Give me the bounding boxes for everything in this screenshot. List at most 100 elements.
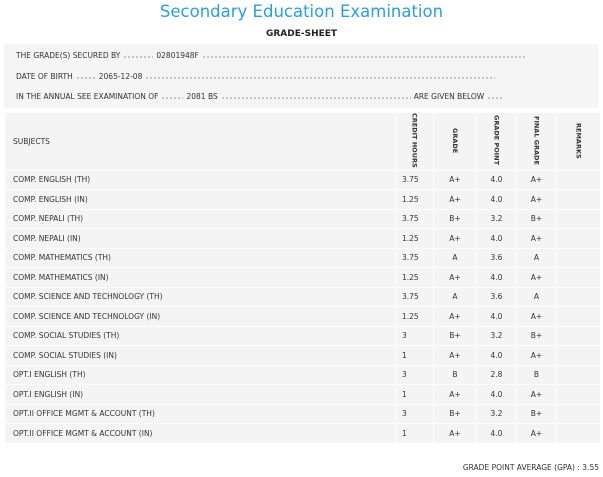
cell-text: 3.75 xyxy=(402,175,419,185)
table-cell: 4.0 xyxy=(476,267,517,288)
cell-text: 1.25 xyxy=(402,272,419,282)
cell-text: 1 xyxy=(402,350,407,360)
cell-text: OPT.II OFFICE MGMT & ACCOUNT (TH) xyxy=(13,409,155,419)
remarks-cell xyxy=(556,189,601,210)
info-row: IN THE ANNUAL SEE EXAMINATION OF 2081 BS… xyxy=(16,92,506,101)
table-cell: 4.0 xyxy=(476,169,517,191)
table-cell: A+ xyxy=(516,189,557,210)
cell-text: A xyxy=(452,292,458,302)
table-cell: COMP. SOCIAL STUDIES (IN) xyxy=(4,345,396,366)
table-cell: 3 xyxy=(395,364,434,386)
table-cell: 3 xyxy=(395,325,434,347)
cell-text: COMP. SCIENCE AND TECHNOLOGY (TH) xyxy=(13,292,163,302)
table-row: OPT.I ENGLISH (TH) 3 B 2.8 B xyxy=(4,364,601,386)
info-value: 2081 BS xyxy=(186,92,218,101)
cell-text: 3 xyxy=(402,370,407,380)
header-row: SUBJECTS CREDIT HOURS GRADE GRADE POINT FINA… xyxy=(4,112,601,171)
table-cell: A xyxy=(433,247,477,269)
info-row: THE GRADE(S) SECURED BY 02801948F xyxy=(16,51,530,60)
table-cell: COMP. NEPALI (TH) xyxy=(4,208,396,230)
cell-text: COMP. MATHEMATICS (TH) xyxy=(13,253,111,263)
cell-text: 1 xyxy=(402,428,407,438)
table-cell: A+ xyxy=(516,228,557,249)
cell-text: A+ xyxy=(530,311,543,321)
table-cell: A xyxy=(516,247,557,269)
info-box: THE GRADE(S) SECURED BY 02801948F DATE O… xyxy=(4,44,598,108)
table-cell: 4.0 xyxy=(476,345,517,366)
leader xyxy=(220,97,411,99)
table-cell: B+ xyxy=(516,403,557,425)
remarks-cell xyxy=(556,267,601,288)
info-row: DATE OF BIRTH 2065-12-08 xyxy=(16,72,498,81)
cell-text: 3.2 xyxy=(490,331,503,341)
cell-text: COMP. NEPALI (IN) xyxy=(13,233,81,243)
cell-text: A+ xyxy=(530,272,543,282)
table-cell: A+ xyxy=(433,228,477,249)
cell-text: A+ xyxy=(449,389,461,399)
table-row: COMP. SCIENCE AND TECHNOLOGY (IN) 1.25 A+ 4… xyxy=(4,306,601,327)
table-row: COMP. NEPALI (TH) 3.75 B+ 3.2 B+ xyxy=(4,208,601,230)
cell-text: A+ xyxy=(530,428,543,438)
info-label: THE GRADE(S) SECURED BY xyxy=(16,51,121,60)
remarks-cell xyxy=(556,345,601,366)
header-cell: GRADE xyxy=(433,112,477,171)
cell-text: A+ xyxy=(449,428,461,438)
table-cell: A+ xyxy=(433,306,477,327)
table-cell: A+ xyxy=(516,384,557,405)
cell-text: 4.0 xyxy=(490,233,503,243)
cell-text: A+ xyxy=(530,233,543,243)
table-cell: 3.2 xyxy=(476,208,517,230)
cell-text: COMP. NEPALI (TH) xyxy=(13,214,84,224)
cell-text: 3.75 xyxy=(402,292,419,302)
cell-text: 2.8 xyxy=(490,370,503,380)
table-cell: A xyxy=(516,286,557,308)
cell-text: 3.6 xyxy=(490,253,503,263)
header-cell: REMARKS xyxy=(556,112,601,171)
leader xyxy=(145,77,496,79)
table-cell: A+ xyxy=(433,423,477,444)
header-text: GRADE xyxy=(451,127,459,153)
header-text: FINAL GRADE xyxy=(532,115,541,165)
remarks-cell xyxy=(556,169,601,191)
cell-text: OPT.II OFFICE MGMT & ACCOUNT (IN) xyxy=(13,428,153,438)
table-cell: 1.25 xyxy=(395,189,434,210)
cell-text: 3.75 xyxy=(402,253,419,263)
table-cell: 3.75 xyxy=(395,286,434,308)
header-text: GRADE POINT xyxy=(492,115,501,166)
table-cell: 2.8 xyxy=(476,364,517,386)
grade-table: SUBJECTS CREDIT HOURS GRADE GRADE POINT FINA… xyxy=(4,112,601,444)
cell-text: A+ xyxy=(530,194,543,204)
table-cell: COMP. MATHEMATICS (TH) xyxy=(4,247,396,269)
header-cell: SUBJECTS xyxy=(4,112,396,171)
table-cell: A+ xyxy=(516,267,557,288)
table-cell: B+ xyxy=(516,208,557,230)
table-cell: OPT.I ENGLISH (IN) xyxy=(4,384,396,405)
table-cell: OPT.II OFFICE MGMT & ACCOUNT (IN) xyxy=(4,423,396,444)
cell-text: B+ xyxy=(449,409,461,419)
table-cell: COMP. ENGLISH (IN) xyxy=(4,189,396,210)
table-cell: 3.75 xyxy=(395,169,434,191)
table-row: COMP. MATHEMATICS (IN) 1.25 A+ 4.0 A+ xyxy=(4,267,601,288)
header-text: REMARKS xyxy=(574,122,583,159)
table-row: COMP. SOCIAL STUDIES (TH) 3 B+ 3.2 B+ xyxy=(4,325,601,347)
cell-text: 3.6 xyxy=(490,292,503,302)
leader xyxy=(487,97,504,99)
table-cell: A+ xyxy=(433,384,477,405)
remarks-cell xyxy=(556,364,601,386)
info-label: DATE OF BIRTH xyxy=(16,72,73,81)
cell-text: A+ xyxy=(530,389,543,399)
cell-text: A xyxy=(533,253,540,263)
table-cell: B xyxy=(433,364,477,386)
table-cell: 4.0 xyxy=(476,306,517,327)
table-cell: A+ xyxy=(516,423,557,444)
table-cell: A+ xyxy=(516,345,557,366)
cell-text: 1.25 xyxy=(402,233,419,243)
table-cell: OPT.II OFFICE MGMT & ACCOUNT (TH) xyxy=(4,403,396,425)
cell-text: B+ xyxy=(449,331,461,341)
cell-text: A+ xyxy=(449,194,461,204)
cell-text: A xyxy=(452,253,458,263)
cell-text: 3.2 xyxy=(490,214,503,224)
info-value: 02801948F xyxy=(156,51,199,60)
info-value: 2065-12-08 xyxy=(98,72,143,81)
